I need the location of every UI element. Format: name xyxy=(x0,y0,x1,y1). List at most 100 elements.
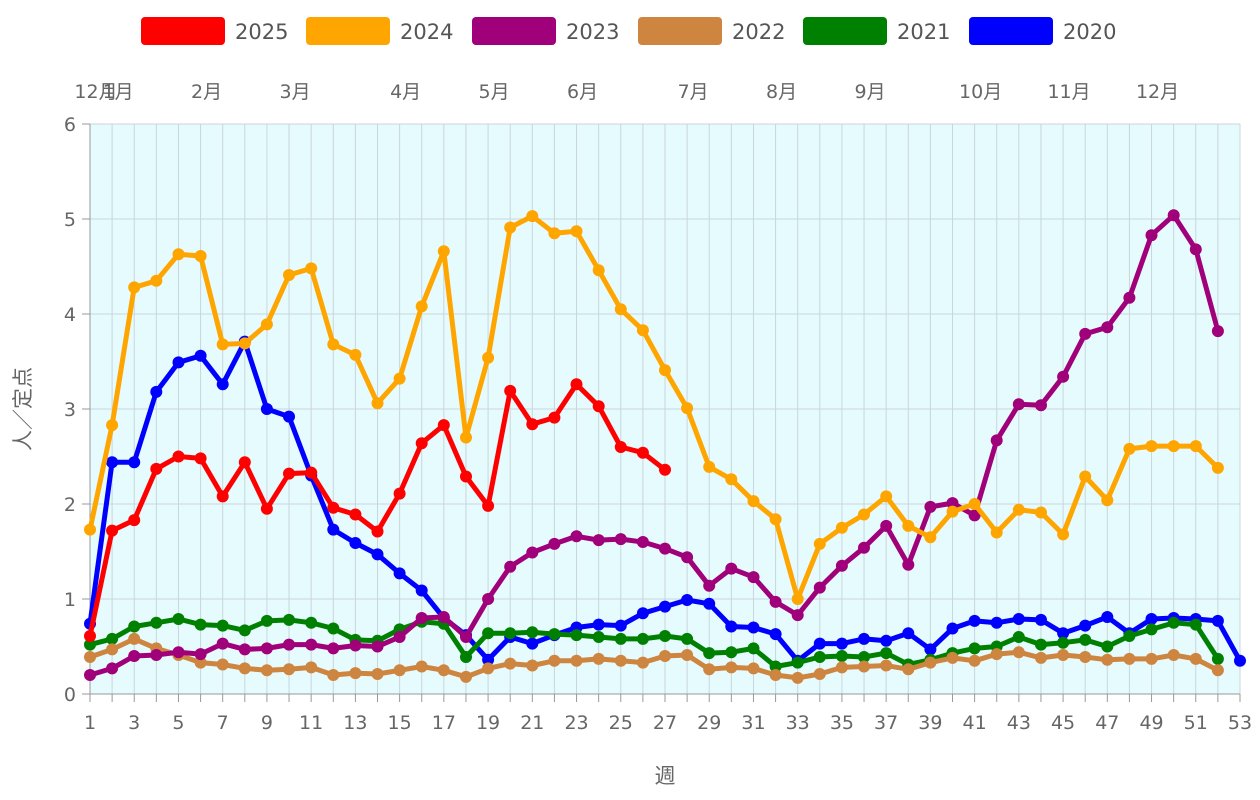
data-point xyxy=(1101,321,1114,334)
data-point xyxy=(1211,614,1224,627)
x-tick-label: 39 xyxy=(918,712,942,734)
data-point xyxy=(283,638,295,651)
data-point xyxy=(371,548,384,561)
data-point xyxy=(659,542,671,555)
x-tick-label: 21 xyxy=(520,712,544,734)
data-point xyxy=(769,595,782,608)
data-point xyxy=(1167,209,1180,222)
data-point xyxy=(813,668,826,680)
data-point xyxy=(990,616,1003,629)
data-point xyxy=(813,651,826,663)
data-point xyxy=(305,466,318,479)
data-point xyxy=(172,248,185,261)
data-point xyxy=(327,501,340,514)
data-point xyxy=(106,456,119,469)
data-point xyxy=(393,631,406,643)
data-point xyxy=(570,225,583,238)
y-tick-label: 4 xyxy=(64,304,76,326)
legend-label: 2023 xyxy=(566,20,619,44)
data-point xyxy=(858,660,870,673)
data-point xyxy=(858,632,870,645)
data-point xyxy=(150,616,163,629)
data-point xyxy=(990,648,1003,661)
data-point xyxy=(968,498,981,510)
data-point xyxy=(835,637,848,650)
data-point xyxy=(1079,651,1092,663)
data-point xyxy=(1035,613,1047,626)
data-point xyxy=(128,456,141,469)
data-point xyxy=(592,652,605,665)
data-point xyxy=(216,338,229,351)
data-point xyxy=(1167,440,1180,453)
y-tick-label: 0 xyxy=(64,684,76,706)
series-line-2022 xyxy=(87,636,1221,681)
data-point xyxy=(1101,653,1114,666)
data-point xyxy=(747,621,760,634)
x-tick-label: 9 xyxy=(261,712,273,734)
data-point xyxy=(305,616,318,629)
data-point xyxy=(393,664,406,677)
data-point xyxy=(946,651,959,664)
x-axis: 1 3 5 7 9 11 13 15 17 19 21 23 25 27 29 31 33 35 37 39 41 43 4… xyxy=(84,693,1252,734)
data-point xyxy=(769,513,782,526)
data-point xyxy=(504,627,517,640)
series-line-2023 xyxy=(87,212,1221,678)
data-point xyxy=(880,659,893,672)
data-point xyxy=(216,619,229,632)
data-point xyxy=(835,661,848,674)
data-point xyxy=(614,533,627,546)
data-point xyxy=(526,418,539,431)
legend-swatch xyxy=(141,17,225,45)
data-point xyxy=(283,613,295,626)
data-point xyxy=(150,385,163,398)
data-point xyxy=(1123,291,1136,304)
data-point xyxy=(835,559,848,572)
data-point xyxy=(260,318,273,331)
data-point xyxy=(902,663,915,676)
x-tick-label: 13 xyxy=(343,712,367,734)
data-point xyxy=(946,505,959,518)
data-point xyxy=(482,627,495,640)
y-tick-label: 6 xyxy=(64,114,76,136)
data-point xyxy=(128,620,141,633)
data-point xyxy=(128,281,141,294)
data-point xyxy=(283,663,295,676)
data-point xyxy=(172,646,185,659)
data-point xyxy=(371,668,384,680)
data-point xyxy=(747,662,760,675)
x-tick-label: 1 xyxy=(84,712,96,734)
legend-swatch xyxy=(472,17,556,45)
data-point xyxy=(327,642,340,655)
data-point xyxy=(84,630,96,642)
data-point xyxy=(880,634,893,647)
data-point xyxy=(1057,649,1070,661)
data-point xyxy=(1057,370,1070,383)
data-point xyxy=(84,523,96,536)
data-point xyxy=(150,649,163,661)
series-2022 xyxy=(84,632,1224,684)
data-point xyxy=(194,618,207,631)
data-point xyxy=(659,650,671,662)
data-point xyxy=(1079,470,1092,483)
x-tick-label: 47 xyxy=(1095,712,1119,734)
x-tick-label: 27 xyxy=(653,712,677,734)
data-point xyxy=(1211,325,1224,338)
month-label: 12月 xyxy=(74,81,117,103)
data-point xyxy=(548,411,561,424)
data-point xyxy=(902,558,915,571)
data-point xyxy=(570,378,583,391)
data-point xyxy=(393,567,406,580)
data-point xyxy=(238,662,251,675)
data-point xyxy=(636,656,649,669)
data-point xyxy=(747,495,760,508)
data-point xyxy=(659,364,671,377)
data-point xyxy=(703,460,716,473)
data-point xyxy=(924,643,937,656)
data-point xyxy=(725,646,738,659)
data-point xyxy=(84,651,96,663)
data-point xyxy=(1012,398,1025,411)
data-point xyxy=(260,664,273,677)
legend-item: 2023 xyxy=(472,17,619,45)
data-point xyxy=(526,546,539,559)
data-point xyxy=(548,537,561,550)
